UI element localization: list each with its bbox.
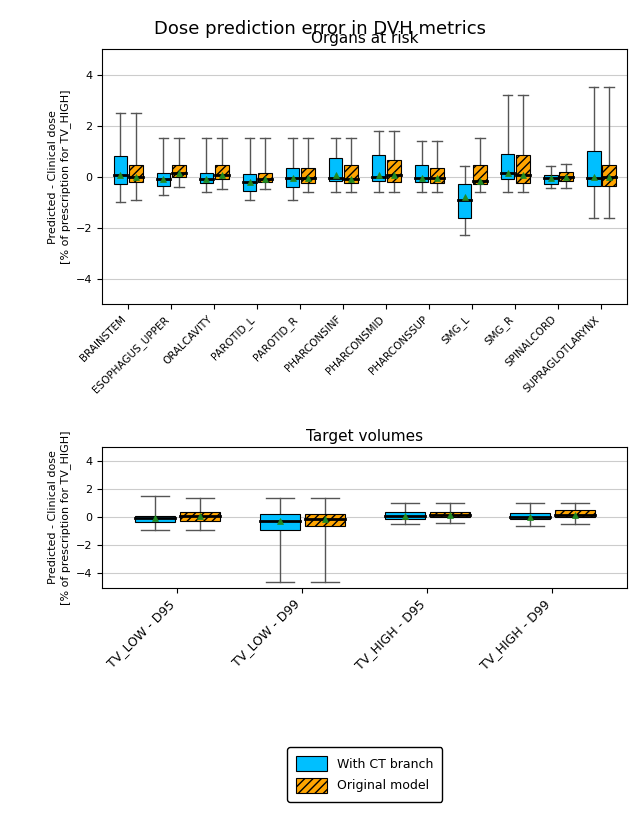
Bar	[544, 175, 557, 184]
Bar	[180, 512, 220, 521]
Y-axis label: Predicted - Clinical dose
[% of prescription for TV_HIGH]: Predicted - Clinical dose [% of prescrip…	[48, 430, 70, 605]
Bar	[129, 165, 143, 182]
Bar	[113, 156, 127, 184]
Bar	[301, 168, 315, 183]
Bar	[260, 514, 300, 530]
Text: Dose prediction error in DVH metrics: Dose prediction error in DVH metrics	[154, 20, 486, 38]
Bar	[329, 157, 342, 180]
Bar	[258, 173, 272, 182]
Bar	[430, 168, 444, 183]
Bar	[172, 165, 186, 177]
Title: Organs at risk: Organs at risk	[311, 31, 419, 47]
Bar	[516, 155, 530, 183]
Bar	[430, 512, 470, 517]
Bar	[602, 165, 616, 186]
Bar	[500, 153, 515, 180]
Bar	[372, 155, 385, 180]
Bar	[135, 516, 175, 522]
Bar	[243, 174, 257, 191]
Bar	[385, 512, 425, 519]
Title: Target volumes: Target volumes	[306, 429, 424, 445]
Y-axis label: Predicted - Clinical dose
[% of prescription for TV_HIGH]: Predicted - Clinical dose [% of prescrip…	[48, 90, 70, 264]
Bar	[215, 165, 229, 180]
Bar	[559, 171, 573, 180]
Bar	[473, 165, 487, 184]
Bar	[305, 514, 345, 526]
Bar	[285, 168, 300, 187]
Bar	[200, 173, 213, 183]
Bar	[587, 151, 600, 186]
Bar	[387, 160, 401, 182]
Bar	[555, 510, 595, 517]
Bar	[509, 513, 550, 519]
Bar	[344, 165, 358, 183]
Bar	[157, 173, 170, 186]
Bar	[415, 165, 428, 182]
Legend: With CT branch, Original model: With CT branch, Original model	[287, 747, 442, 801]
Bar	[458, 184, 472, 218]
